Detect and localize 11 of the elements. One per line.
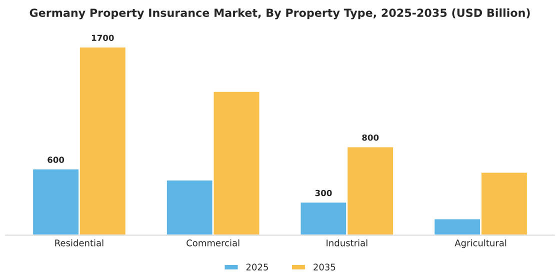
x-tick-label: Commercial [186, 239, 240, 246]
x-tick-label: Agricultural [454, 239, 506, 248]
data-label: 600 [48, 156, 64, 163]
chart-title: Germany Property Insurance Market, By Property Type, 2025-2035 (USD Billion) [30, 8, 530, 20]
legend-label: 2035 [314, 264, 336, 270]
x-tick-label: Residential [55, 239, 104, 246]
data-label: 800 [362, 134, 379, 141]
data-label: 300 [315, 190, 332, 196]
legend-label: 2025 [246, 264, 268, 270]
x-tick-label: Industrial [326, 239, 368, 246]
data-label: 1700 [92, 34, 114, 42]
